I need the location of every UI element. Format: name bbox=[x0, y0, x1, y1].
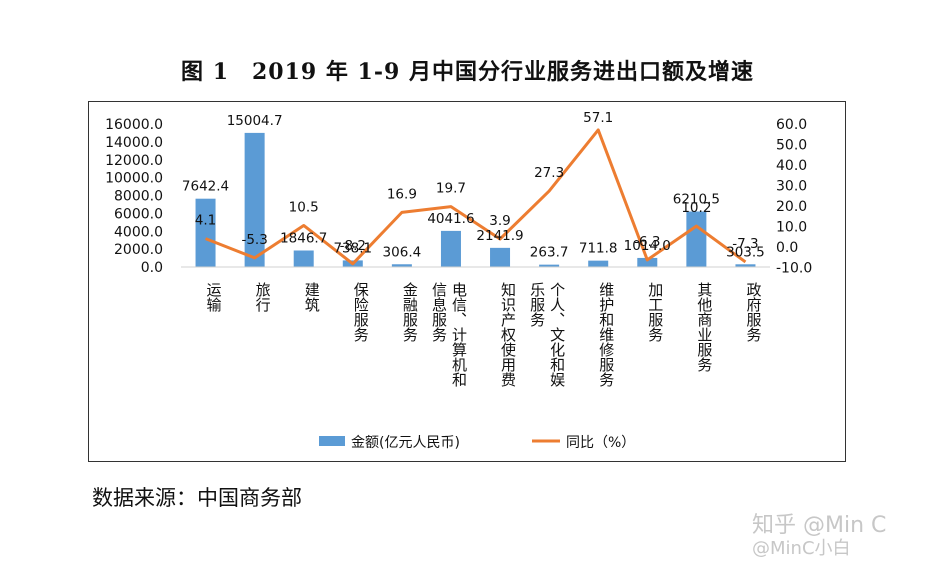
legend-label-growth: 同比（%） bbox=[566, 435, 635, 451]
bar-6 bbox=[440, 230, 461, 267]
bar-3 bbox=[293, 250, 314, 267]
y-left-tick-label: 10000.0 bbox=[105, 171, 163, 187]
category-label: 政府服务 bbox=[744, 282, 762, 343]
bar-9 bbox=[588, 260, 609, 267]
watermark-weibo: @MinC小白 bbox=[752, 538, 851, 559]
watermark-zhihu: 知乎 @Min C bbox=[752, 513, 887, 538]
y-left-tick-label: 4000.0 bbox=[114, 224, 163, 240]
category-label: 建筑 bbox=[303, 282, 321, 313]
category-label: 保险服务 bbox=[352, 282, 370, 343]
growth-value-label: 10.2 bbox=[681, 200, 711, 216]
growth-value-label: 27.3 bbox=[534, 165, 564, 181]
y-left-tick-label: 12000.0 bbox=[105, 153, 163, 169]
y-right-tick-label: 40.0 bbox=[776, 158, 807, 174]
y-left-tick-label: 16000.0 bbox=[105, 117, 163, 133]
category-label: 加工服务 bbox=[646, 282, 664, 343]
y-right-tick-label: 10.0 bbox=[776, 220, 807, 236]
bar-1 bbox=[195, 198, 216, 267]
growth-value-label: 10.5 bbox=[289, 199, 319, 215]
y-left-tick-label: 0.0 bbox=[141, 260, 163, 276]
bar-value-label: 1846.7 bbox=[280, 230, 327, 246]
bar-value-label: 738.1 bbox=[333, 240, 372, 256]
y-left-tick-label: 2000.0 bbox=[114, 242, 163, 258]
bar-5 bbox=[391, 264, 412, 267]
bar-value-label: 303.5 bbox=[726, 244, 765, 260]
y-left-tick-label: 14000.0 bbox=[105, 135, 163, 151]
growth-value-label: -6.3 bbox=[634, 234, 660, 250]
category-label: 金融服务 bbox=[401, 282, 419, 343]
bar-value-label: 711.8 bbox=[579, 241, 618, 257]
chart-frame bbox=[88, 101, 846, 462]
category-label: 其他商业服务 bbox=[695, 282, 713, 373]
category-label: 信息服务 bbox=[430, 282, 448, 343]
bar-value-label: 2141.9 bbox=[476, 228, 523, 244]
category-label: 电信、计算机和 bbox=[450, 282, 468, 387]
growth-value-label: 3.9 bbox=[489, 213, 510, 229]
source-note: 数据来源：中国商务部 bbox=[92, 486, 302, 510]
y-right-tick-label: 30.0 bbox=[776, 179, 807, 195]
growth-value-label: 19.7 bbox=[436, 181, 466, 197]
legend-label-amount: 金额(亿元人民币) bbox=[351, 435, 460, 451]
bar-value-label: 7642.4 bbox=[182, 179, 229, 195]
category-label: 乐服务 bbox=[528, 282, 546, 328]
category-label: 知识产权使用费 bbox=[499, 282, 517, 387]
y-right-tick-label: 0.0 bbox=[776, 240, 798, 256]
bar-value-label: 1014.0 bbox=[624, 238, 671, 254]
growth-value-label: 16.9 bbox=[387, 186, 417, 202]
bar-value-label: 4041.6 bbox=[427, 211, 474, 227]
bar-10 bbox=[637, 257, 658, 267]
y-left-tick-label: 6000.0 bbox=[114, 206, 163, 222]
growth-value-label: -5.3 bbox=[241, 232, 267, 248]
bar-2 bbox=[244, 132, 265, 267]
growth-value-label: -7.3 bbox=[732, 236, 758, 252]
y-right-tick-label: 60.0 bbox=[776, 117, 807, 133]
legend-swatch-bar bbox=[319, 436, 345, 446]
y-left-tick-label: 8000.0 bbox=[114, 189, 163, 205]
bar-value-label: 15004.7 bbox=[227, 113, 283, 129]
bar-8 bbox=[539, 264, 560, 267]
y-right-tick-label: -10.0 bbox=[776, 261, 812, 277]
category-label: 运输 bbox=[205, 282, 223, 312]
growth-value-label: -8.2 bbox=[340, 238, 366, 254]
bar-12 bbox=[735, 264, 756, 267]
bar-7 bbox=[490, 247, 511, 267]
category-label: 个人、文化和娱 bbox=[548, 282, 566, 387]
growth-value-label: 4.1 bbox=[195, 213, 216, 229]
category-label: 维护和维修服务 bbox=[597, 282, 615, 388]
bar-value-label: 306.4 bbox=[383, 244, 422, 260]
growth-value-label: 57.1 bbox=[583, 110, 613, 126]
category-label: 旅行 bbox=[254, 282, 272, 313]
chart-title: 图 1 2019 年 1-9 月中国分行业服务进出口额及增速 bbox=[181, 59, 754, 85]
bar-value-label: 6210.5 bbox=[673, 191, 720, 207]
bar-11 bbox=[686, 211, 707, 267]
growth-line bbox=[204, 128, 747, 266]
y-right-tick-label: 20.0 bbox=[776, 199, 807, 215]
bar-value-label: 263.7 bbox=[530, 245, 569, 261]
y-right-tick-label: 50.0 bbox=[776, 138, 807, 154]
